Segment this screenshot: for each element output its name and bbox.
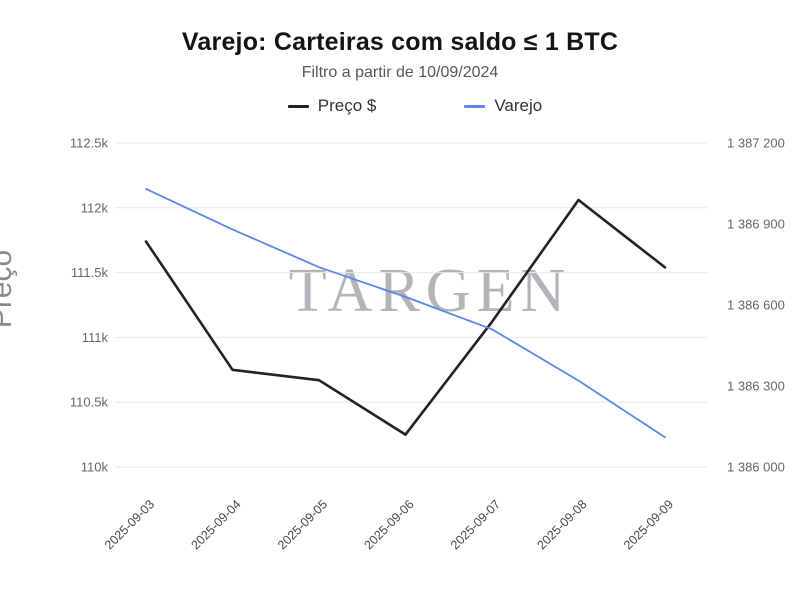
gridlines (115, 142, 707, 468)
legend-label-preco: Preço $ (317, 96, 377, 115)
x-axis-tick-label: 2025-09-03 (102, 497, 157, 552)
x-axis-tick-label: 2025-09-07 (448, 497, 503, 552)
watermark: TARGEN (289, 257, 571, 325)
left-axis-tick-label: 112.5k (70, 136, 109, 151)
preco-line-marker-icon (287, 104, 309, 108)
right-axis-tick-label: 1 387 200 (727, 136, 785, 151)
legend-label-varejo: Varejo (494, 96, 543, 115)
legend-item-varejo[interactable]: Varejo (464, 96, 542, 116)
x-axis-tick-label: 2025-09-08 (535, 497, 590, 552)
right-axis-tick-label: 1 386 600 (727, 298, 785, 313)
line-chart-plot-area: TARGEN 112.5k 112k 111.5k 111k 110.5k 110k 1 … (70, 136, 785, 553)
left-axis-tick-label: 110.5k (70, 395, 109, 410)
left-axis-tick-label: 111k (82, 330, 109, 345)
right-axis-tick-labels: 1 387 200 1 386 900 1 386 600 1 386 300 1 38… (727, 136, 785, 475)
left-axis-tick-label: 112k (81, 200, 109, 215)
chart-subtitle: Filtro a partir de 10/09/2024 (301, 64, 499, 81)
chart-title: Varejo: Carteiras com saldo ≤ 1 BTC (181, 28, 619, 56)
x-axis-tick-label: 2025-09-04 (189, 497, 244, 552)
preco-line-series (144, 198, 667, 436)
x-axis-tick-label: 2025-09-06 (362, 497, 417, 552)
legend: Preço $ Varejo (15, 96, 800, 116)
x-axis-tick-labels: 2025-09-03 2025-09-04 2025-09-05 2025-09-06… (102, 497, 676, 552)
right-axis-tick-label: 1 386 900 (727, 217, 785, 232)
right-axis-tick-label: 1 386 000 (727, 460, 785, 475)
varejo-line-marker-icon (464, 104, 486, 108)
x-axis-tick-label: 2025-09-05 (275, 497, 330, 552)
left-axis-tick-label: 111.5k (71, 265, 109, 280)
left-axis-tick-label: 110k (81, 460, 109, 475)
legend-item-preco[interactable]: Preço $ (287, 96, 377, 116)
right-axis-tick-label: 1 386 300 (727, 379, 785, 394)
varejo-line-series (145, 188, 666, 439)
x-axis-tick-label: 2025-09-09 (621, 497, 676, 552)
left-axis-tick-labels: 112.5k 112k 111.5k 111k 110.5k 110k (70, 136, 109, 475)
